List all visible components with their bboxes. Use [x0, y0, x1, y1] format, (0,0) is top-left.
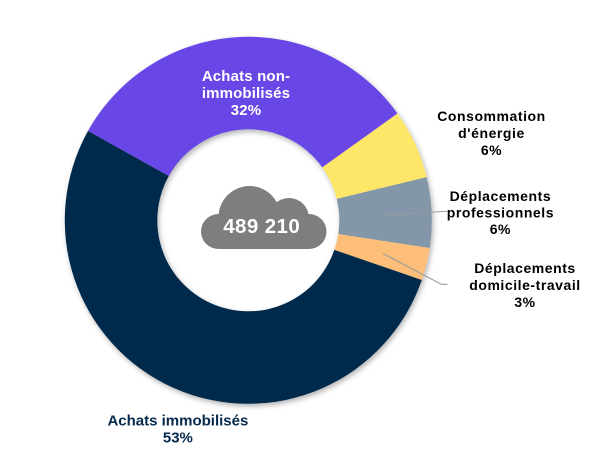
svg-text:Achats immobilisés: Achats immobilisés — [107, 412, 248, 429]
svg-text:d'énergie: d'énergie — [458, 125, 525, 141]
svg-text:Consommation: Consommation — [437, 108, 546, 124]
svg-text:3%: 3% — [514, 294, 535, 310]
svg-text:Déplacements: Déplacements — [450, 188, 552, 204]
svg-text:professionnels: professionnels — [447, 205, 554, 221]
svg-text:immobilisés: immobilisés — [202, 85, 290, 102]
svg-text:Déplacements: Déplacements — [474, 260, 576, 276]
svg-text:6%: 6% — [481, 142, 502, 158]
svg-text:32%: 32% — [231, 102, 261, 119]
svg-text:53%: 53% — [163, 430, 193, 447]
svg-text:Achats non-: Achats non- — [202, 68, 290, 85]
svg-text:domicile-travail: domicile-travail — [469, 277, 581, 293]
svg-text:489 210: 489 210 — [223, 215, 300, 238]
svg-text:6%: 6% — [490, 221, 511, 237]
